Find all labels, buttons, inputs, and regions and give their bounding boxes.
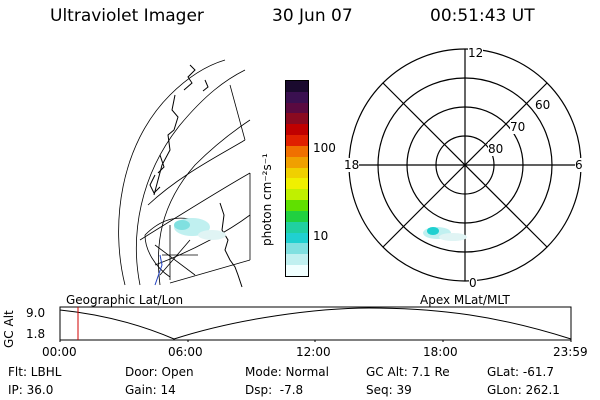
colorbar-swatch: [286, 200, 308, 211]
colorbar-swatch: [286, 124, 308, 136]
colorbar-swatch: [286, 265, 308, 276]
colorbar-swatch: [286, 113, 308, 125]
geographic-map: [118, 59, 251, 288]
time-tick-2359: 23:59: [553, 345, 588, 359]
colorbar-swatch: [286, 210, 308, 222]
lat-label-60: 60: [535, 98, 551, 112]
info-door: Door: Open: [125, 365, 194, 379]
colorbar-swatch: [286, 243, 308, 255]
mlt-label-0: 0: [469, 276, 477, 290]
mlt-label-18: 18: [344, 158, 360, 172]
color-scale-bar: [285, 80, 309, 277]
colorbar-tick-100: 100: [313, 141, 336, 155]
altitude-curve: [59, 307, 572, 340]
track-y-tick-low: 1.8: [26, 327, 46, 341]
colorbar-swatch: [286, 135, 308, 146]
date-label: 30 Jun 07: [272, 6, 353, 26]
colorbar-swatch: [286, 189, 308, 201]
colorbar-unit-label: photon cm⁻²s⁻¹: [260, 153, 274, 246]
lat-label-80: 80: [488, 142, 504, 156]
colorbar-swatch: [286, 221, 308, 233]
track-axis-title: GC Alt: [2, 310, 16, 348]
info-gc-alt: GC Alt: 7.1 Re: [366, 365, 450, 379]
info-seq: Seq: 39: [366, 383, 412, 397]
colorbar-swatch: [286, 81, 308, 92]
info-filter: Flt: LBHL: [8, 365, 62, 379]
time-tick-0600: 06:00: [168, 345, 203, 359]
lat-label-70: 70: [510, 120, 526, 134]
info-gain: Gain: 14: [125, 383, 176, 397]
time-label: 00:51:43 UT: [430, 6, 535, 26]
time-tick-1800: 18:00: [423, 345, 458, 359]
colorbar-swatch: [286, 91, 308, 103]
track-y-tick-high: 9.0: [26, 306, 46, 320]
altitude-track-plot: [59, 306, 572, 342]
polar-mlt-plot: [348, 48, 582, 282]
colorbar-tick-10: 10: [313, 229, 329, 243]
track-left-label: Geographic Lat/Lon: [66, 293, 184, 307]
info-mode: Mode: Normal: [245, 365, 329, 379]
mlt-label-6: 6: [575, 158, 583, 172]
colorbar-swatch: [286, 167, 308, 179]
info-glon: GLon: 262.1: [487, 383, 560, 397]
info-ip: IP: 36.0: [8, 383, 54, 397]
time-tick-0000: 00:00: [42, 345, 77, 359]
colorbar-swatch: [286, 145, 308, 157]
info-glat: GLat: -61.7: [487, 365, 554, 379]
instrument-title: Ultraviolet Imager: [50, 6, 204, 26]
colorbar-swatch: [286, 232, 308, 244]
colorbar-swatch: [286, 102, 308, 114]
track-right-label: Apex MLat/MLT: [420, 293, 510, 307]
colorbar-swatch: [286, 156, 308, 168]
info-dsp: Dsp: -7.8: [245, 383, 304, 397]
time-tick-1200: 12:00: [296, 345, 331, 359]
colorbar-swatch: [286, 254, 308, 266]
mlt-label-12: 12: [468, 46, 484, 60]
colorbar-swatch: [286, 178, 308, 190]
